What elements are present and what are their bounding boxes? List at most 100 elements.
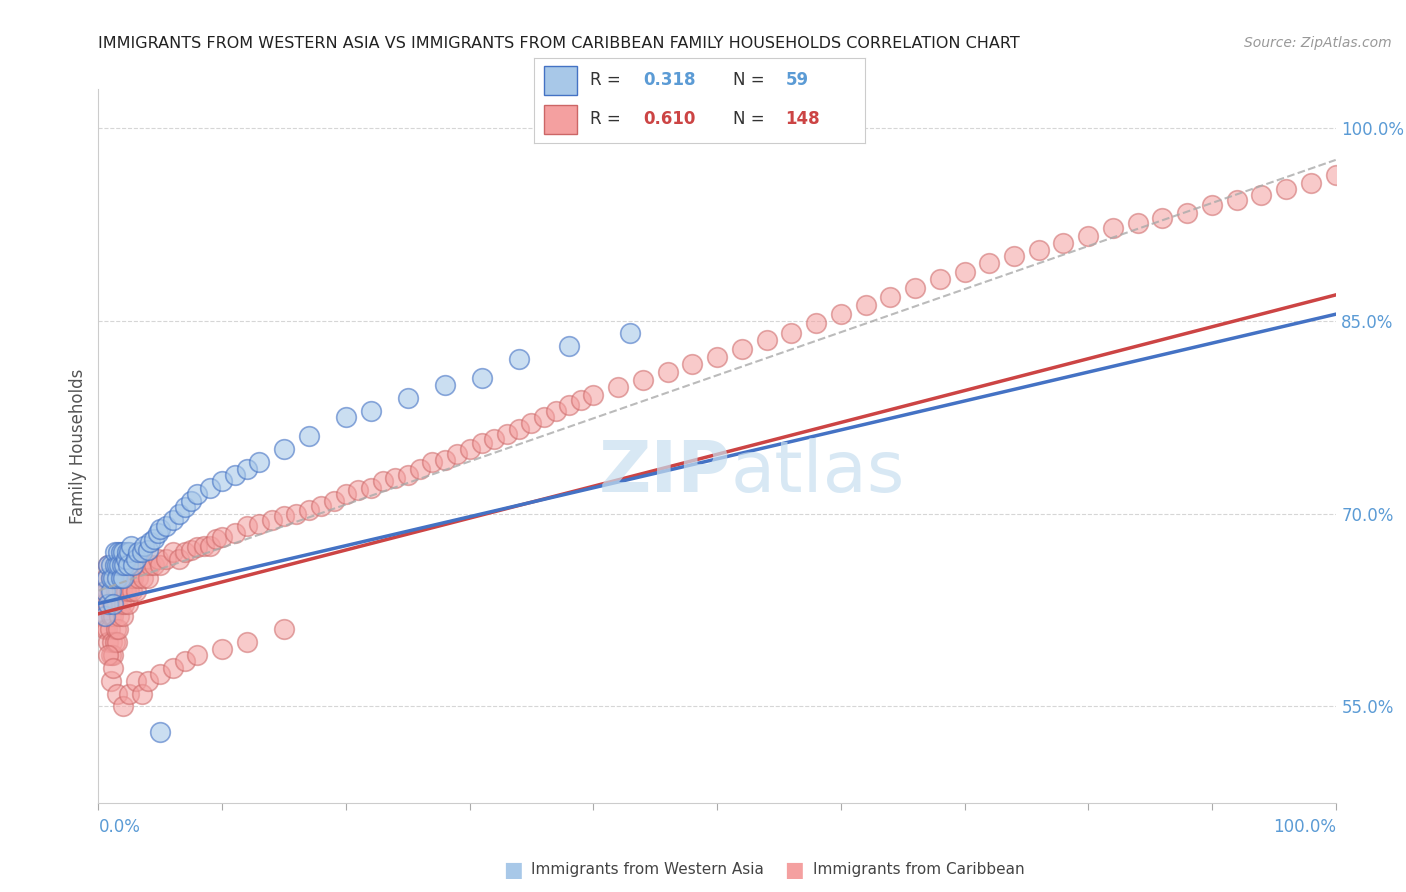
Point: [273, 622, 295, 636]
Point: [112, 597, 135, 611]
Point: [879, 291, 901, 305]
Point: [117, 597, 139, 611]
Point: [131, 545, 153, 559]
Point: [186, 648, 208, 662]
Point: [103, 609, 125, 624]
Point: [1028, 243, 1050, 257]
Point: [98, 622, 121, 636]
Point: [193, 539, 215, 553]
Point: [186, 540, 208, 554]
Point: [360, 481, 382, 495]
Text: 0.0%: 0.0%: [98, 818, 141, 836]
Point: [433, 378, 456, 392]
Point: [100, 609, 122, 624]
Point: [136, 571, 159, 585]
Point: [347, 483, 370, 498]
Point: [100, 583, 122, 598]
Point: [180, 493, 202, 508]
Point: [205, 533, 228, 547]
Point: [97, 558, 120, 572]
Point: [105, 558, 128, 572]
Point: [143, 533, 166, 547]
Point: [131, 686, 153, 700]
Point: [105, 635, 128, 649]
Point: [446, 447, 468, 461]
Point: [198, 539, 221, 553]
Point: [105, 571, 128, 585]
Point: [105, 597, 128, 611]
Text: 0.318: 0.318: [644, 71, 696, 89]
Point: [260, 513, 283, 527]
Point: [110, 571, 132, 585]
Point: [508, 352, 530, 367]
Point: [706, 350, 728, 364]
Bar: [544, 66, 578, 95]
Point: [1201, 198, 1223, 212]
Point: [134, 558, 156, 572]
Point: [569, 393, 592, 408]
Point: [198, 481, 221, 495]
Point: [139, 558, 162, 572]
Point: [121, 583, 143, 598]
Point: [298, 429, 321, 443]
Point: [103, 635, 125, 649]
Point: [1250, 187, 1272, 202]
Text: IMMIGRANTS FROM WESTERN ASIA VS IMMIGRANTS FROM CARIBBEAN FAMILY HOUSEHOLDS CORR: IMMIGRANTS FROM WESTERN ASIA VS IMMIGRAN…: [98, 36, 1021, 51]
Text: ZIP: ZIP: [599, 438, 731, 508]
Point: [162, 513, 184, 527]
Point: [1126, 216, 1149, 230]
Point: [110, 545, 132, 559]
Point: [120, 571, 142, 585]
Point: [132, 571, 155, 585]
Point: [211, 475, 233, 489]
Point: [780, 326, 803, 341]
Point: [103, 545, 125, 559]
Text: R =: R =: [591, 111, 627, 128]
Point: [139, 534, 162, 549]
Point: [508, 422, 530, 436]
Point: [103, 648, 125, 662]
Point: [273, 442, 295, 457]
Point: [103, 571, 125, 585]
Point: [103, 558, 125, 572]
Point: [104, 622, 127, 636]
Point: [1052, 236, 1074, 251]
Point: [118, 583, 141, 598]
Y-axis label: Family Households: Family Households: [69, 368, 87, 524]
Point: [127, 545, 149, 559]
Point: [112, 571, 135, 585]
Text: N =: N =: [733, 111, 769, 128]
Point: [96, 571, 118, 585]
Point: [546, 403, 568, 417]
Point: [120, 539, 142, 553]
Point: [101, 597, 124, 611]
Point: [107, 622, 129, 636]
Point: [335, 487, 357, 501]
Point: [1226, 193, 1249, 207]
Point: [309, 499, 332, 513]
Point: [124, 583, 146, 598]
Point: [1002, 249, 1025, 263]
Point: [104, 583, 127, 598]
Point: [146, 525, 169, 540]
Point: [755, 333, 778, 347]
Point: [127, 571, 149, 585]
Point: [484, 432, 506, 446]
Point: [117, 558, 139, 572]
Point: [103, 597, 125, 611]
Point: [979, 256, 1001, 270]
Text: Source: ZipAtlas.com: Source: ZipAtlas.com: [1244, 36, 1392, 50]
Point: [619, 326, 641, 341]
Text: 148: 148: [786, 111, 820, 128]
Point: [273, 509, 295, 524]
Point: [396, 391, 419, 405]
Point: [582, 388, 605, 402]
Text: Immigrants from Western Asia: Immigrants from Western Asia: [531, 863, 765, 877]
Point: [101, 635, 124, 649]
Point: [335, 410, 357, 425]
Point: [112, 609, 135, 624]
Point: [100, 571, 122, 585]
Point: [607, 380, 630, 394]
Point: [953, 265, 976, 279]
Point: [118, 545, 141, 559]
